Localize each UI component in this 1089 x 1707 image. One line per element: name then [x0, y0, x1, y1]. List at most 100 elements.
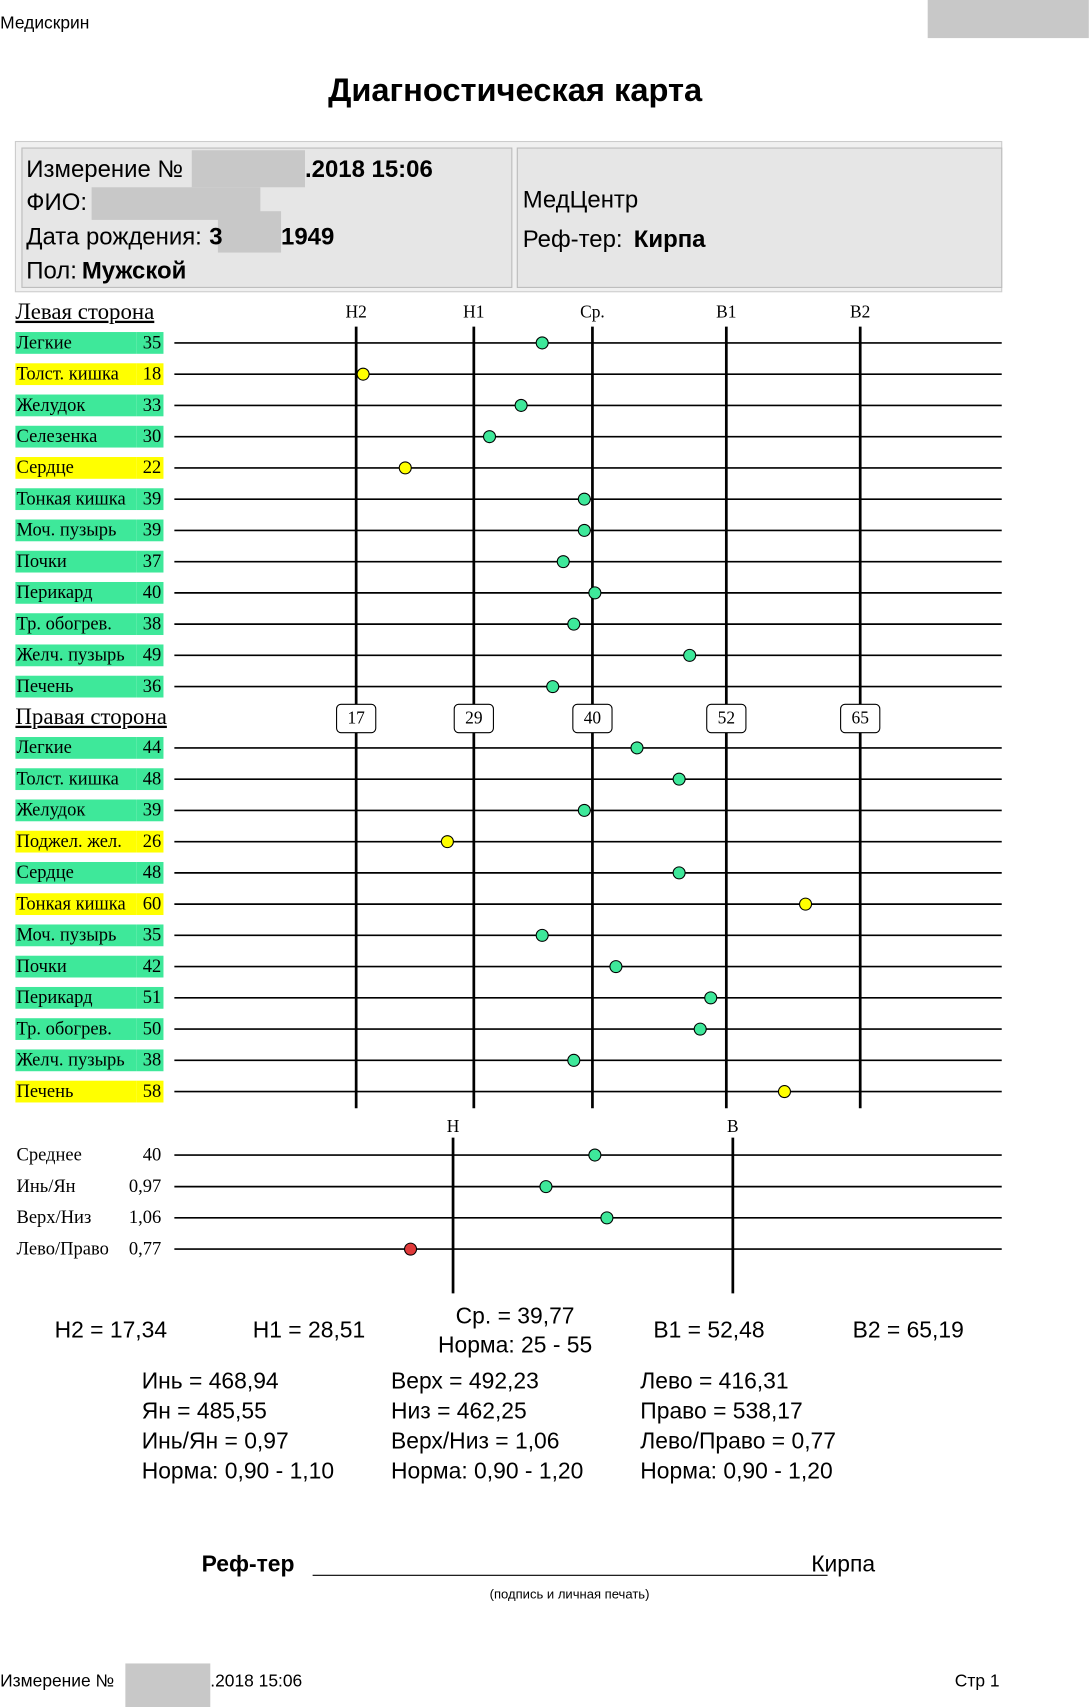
row-value: 40	[143, 1145, 162, 1165]
dot	[440, 835, 454, 849]
value-bg	[136, 1018, 164, 1040]
ratio-text: Верх/Низ = 1,06	[391, 1427, 559, 1453]
name-bg	[15, 394, 137, 417]
page-number: Стр 1	[955, 1671, 1000, 1691]
threshold-box	[453, 703, 494, 734]
row-value: 58	[143, 1082, 162, 1102]
row-name: Моч. пузырь	[17, 926, 117, 946]
section-title: Левая сторона	[15, 299, 154, 324]
dot	[799, 897, 813, 911]
value-bg	[136, 799, 164, 822]
row-value: 37	[143, 552, 162, 572]
threshold-label: В2	[850, 302, 870, 322]
threshold-box	[706, 703, 747, 734]
row-name: Тр. обогрев.	[17, 1019, 112, 1039]
value-bg	[136, 581, 164, 604]
chart: Н2 17 Н1 29 Ср. 40 В1 52 В2 65 Левая сторона Легкие…	[15, 299, 1002, 1294]
sex: Мужской	[82, 257, 187, 284]
value-bg	[136, 830, 164, 853]
row-name: Легкие	[17, 333, 72, 353]
row-name: Среднее	[17, 1145, 82, 1165]
name-bg	[15, 1080, 137, 1103]
name-bg	[15, 675, 137, 698]
threshold-label: Ср.	[580, 302, 605, 322]
dot	[535, 928, 549, 942]
row-name: Перикард	[17, 988, 93, 1008]
row-name: Желудок	[17, 396, 86, 416]
name-bg	[15, 332, 137, 354]
name-bg	[15, 1018, 137, 1040]
ratio-columns: Инь = 468,94 Ян = 485,55 Инь/Ян = 0,97 Норм…	[142, 1368, 836, 1484]
dot	[514, 398, 528, 412]
dot	[588, 586, 602, 600]
value-bg	[136, 488, 164, 511]
b2: В2 = 65,19	[853, 1316, 964, 1342]
dot	[567, 617, 581, 631]
row-value: 42	[143, 957, 162, 977]
dot	[683, 648, 697, 662]
row-value: 39	[143, 521, 162, 541]
row-name: Инь/Ян	[17, 1177, 76, 1197]
row-value: 48	[143, 769, 162, 789]
row-value: 44	[143, 738, 162, 758]
name-bg	[15, 737, 137, 759]
value-bg	[136, 986, 164, 1009]
dot	[577, 492, 591, 506]
b1: В1 = 52,48	[653, 1316, 764, 1342]
row-value: 36	[143, 677, 162, 697]
row-name: Сердце	[17, 458, 74, 478]
name-bg	[15, 830, 137, 853]
row-value: 49	[143, 646, 162, 666]
summary-axis-label: В	[727, 1116, 739, 1136]
dot	[577, 523, 591, 537]
threshold-box-label: 29	[465, 708, 482, 728]
birth-label: Дата рождения:	[26, 224, 202, 251]
footer-measurement: Измерение №	[0, 1671, 114, 1691]
summary: Н2 = 17,34 Н1 = 28,51 Ср. = 39,77 Норма:…	[55, 1302, 964, 1357]
value-bg	[136, 1080, 164, 1103]
dot	[672, 772, 686, 786]
ref-label: Реф-тер:	[523, 226, 623, 253]
row-name: Толст. кишка	[17, 769, 119, 789]
row-name: Моч. пузырь	[17, 521, 117, 541]
birth-year: 1949	[281, 224, 334, 251]
value-bg	[136, 924, 164, 947]
threshold-box	[572, 703, 613, 734]
ratio-text: Лево = 416,31	[640, 1368, 788, 1394]
redaction	[191, 150, 305, 188]
ratio-text: Инь = 468,94	[142, 1368, 279, 1394]
dot	[567, 1053, 581, 1067]
row-value: 26	[143, 832, 162, 852]
title: Диагностическая карта	[328, 71, 703, 108]
redaction	[927, 0, 1089, 39]
threshold-box-label: 40	[584, 708, 602, 728]
row-value: 35	[143, 926, 162, 946]
dot	[356, 367, 370, 381]
value-bg	[136, 332, 164, 354]
row-value: 48	[143, 863, 162, 883]
name-bg	[15, 861, 137, 884]
value-bg	[136, 893, 164, 916]
value-bg	[136, 955, 164, 978]
value-bg	[136, 675, 164, 698]
sex-label: Пол:	[26, 257, 77, 284]
threshold-label: В1	[716, 302, 736, 322]
measurement: Измерение №	[26, 156, 183, 183]
measurement-date: .2018 15:06	[305, 156, 433, 183]
name-bg	[15, 519, 137, 542]
center: МедЦентр	[523, 187, 638, 214]
ratio-text: Инь/Ян = 0,97	[142, 1427, 289, 1453]
value-bg	[136, 1049, 164, 1072]
ref: Кирпа	[634, 226, 706, 253]
row-value: 51	[143, 988, 162, 1008]
value-bg	[136, 363, 164, 386]
footer-date: .2018 15:06	[210, 1671, 302, 1691]
sig-label: Реф-тер	[202, 1551, 295, 1577]
summary-axis-label: Н	[447, 1116, 460, 1136]
name-bg	[15, 550, 137, 573]
row-name: Лево/Право	[17, 1239, 109, 1259]
sig-note: (подпись и личная печать)	[490, 1586, 650, 1601]
sig-name: Кирпа	[811, 1551, 875, 1577]
dot	[777, 1085, 792, 1099]
